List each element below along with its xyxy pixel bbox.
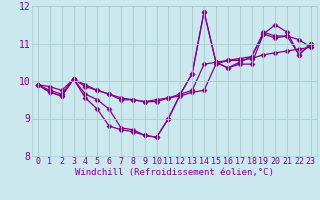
X-axis label: Windchill (Refroidissement éolien,°C): Windchill (Refroidissement éolien,°C) xyxy=(75,168,274,177)
